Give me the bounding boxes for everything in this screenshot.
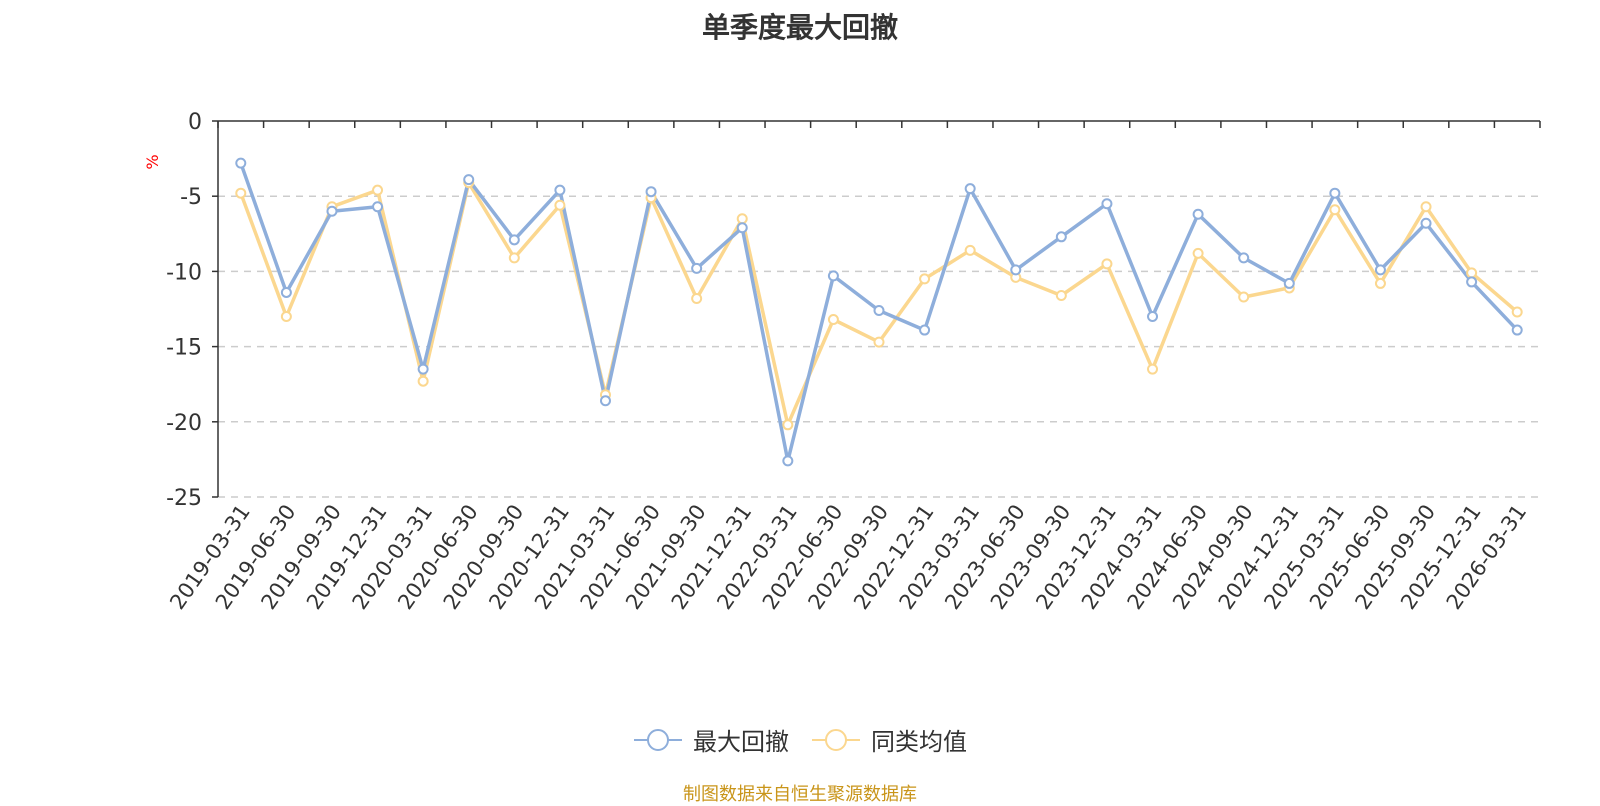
data-point-s2-21 bbox=[1192, 247, 1204, 259]
y-tick-label-0: 0 bbox=[188, 110, 202, 135]
data-point-s2-15 bbox=[919, 273, 931, 285]
legend-symbol-2 bbox=[812, 728, 860, 751]
data-point-s1-7 bbox=[554, 184, 566, 196]
data-point-s2-26 bbox=[1420, 201, 1432, 213]
data-point-s1-24 bbox=[1329, 187, 1341, 199]
data-point-s1-1 bbox=[280, 286, 292, 298]
data-point-s1-26 bbox=[1420, 217, 1432, 229]
data-point-s1-6 bbox=[508, 234, 520, 246]
data-point-s2-24 bbox=[1329, 204, 1341, 216]
data-point-s2-1 bbox=[280, 311, 292, 323]
data-point-s2-14 bbox=[873, 336, 885, 348]
data-point-s1-27 bbox=[1466, 276, 1478, 288]
data-point-s1-3 bbox=[372, 201, 384, 213]
data-point-s2-22 bbox=[1238, 291, 1250, 303]
y-tick-label-3: -15 bbox=[166, 336, 202, 361]
data-point-s1-18 bbox=[1055, 231, 1067, 243]
data-point-s1-20 bbox=[1147, 311, 1159, 323]
y-tick-label-4: -20 bbox=[166, 411, 202, 436]
data-point-s2-28 bbox=[1511, 306, 1523, 318]
data-point-s2-18 bbox=[1055, 289, 1067, 301]
data-point-s1-9 bbox=[645, 186, 657, 198]
legend-symbol-1 bbox=[634, 728, 682, 751]
legend-item-series-1[interactable]: 最大回撤 bbox=[633, 722, 789, 757]
data-point-s1-5 bbox=[463, 174, 475, 186]
data-point-s1-13 bbox=[827, 270, 839, 282]
data-point-s2-12 bbox=[782, 419, 794, 431]
data-point-s1-14 bbox=[873, 305, 885, 317]
data-point-s2-6 bbox=[508, 252, 520, 264]
y-tick-label-2: -10 bbox=[166, 260, 202, 285]
data-point-s1-21 bbox=[1192, 208, 1204, 220]
y-tick-label-1: -5 bbox=[180, 185, 202, 210]
data-point-s2-27 bbox=[1466, 267, 1478, 279]
data-point-s1-22 bbox=[1238, 252, 1250, 264]
data-point-s2-13 bbox=[827, 314, 839, 326]
legend-label-1: 最大回撤 bbox=[693, 728, 789, 756]
data-point-s2-0 bbox=[235, 187, 247, 199]
data-point-s2-19 bbox=[1101, 258, 1113, 270]
data-point-s1-4 bbox=[417, 363, 429, 375]
legend-label-2: 同类均值 bbox=[871, 728, 967, 756]
data-point-s2-11 bbox=[736, 213, 748, 225]
y-axis-label: % bbox=[143, 154, 162, 169]
data-point-s1-0 bbox=[235, 157, 247, 169]
data-point-s1-2 bbox=[326, 205, 338, 217]
legend-item-series-2[interactable]: 同类均值 bbox=[811, 722, 967, 757]
tick-labels: 0-5-10-15-20-25%2019-03-312019-06-302019… bbox=[143, 110, 1531, 614]
source-note: 制图数据来自恒生聚源数据库 bbox=[683, 784, 917, 805]
data-point-s2-7 bbox=[554, 199, 566, 211]
data-point-s1-11 bbox=[736, 222, 748, 234]
series-line-2 bbox=[239, 180, 1519, 427]
data-point-s2-4 bbox=[417, 375, 429, 387]
data-point-s2-10 bbox=[691, 292, 703, 304]
data-point-s2-20 bbox=[1147, 363, 1159, 375]
data-point-s1-16 bbox=[964, 183, 976, 195]
data-point-s1-23 bbox=[1283, 277, 1295, 289]
data-point-s1-19 bbox=[1101, 198, 1113, 210]
data-point-s1-10 bbox=[691, 262, 703, 274]
data-point-s1-12 bbox=[782, 455, 794, 467]
data-point-s1-17 bbox=[1010, 264, 1022, 276]
y-tick-label-5: -25 bbox=[166, 486, 202, 511]
axes bbox=[212, 120, 1541, 498]
data-point-s1-28 bbox=[1511, 324, 1523, 336]
data-point-s1-8 bbox=[599, 395, 611, 407]
data-point-s2-16 bbox=[964, 244, 976, 256]
chart-title: 单季度最大回撤 bbox=[701, 11, 898, 44]
data-point-s2-25 bbox=[1374, 277, 1386, 289]
data-point-s2-3 bbox=[372, 184, 384, 196]
data-point-s1-15 bbox=[919, 324, 931, 336]
series-lines bbox=[235, 157, 1523, 467]
legend: 最大回撤 同类均值 bbox=[0, 722, 1600, 757]
data-point-s1-25 bbox=[1374, 264, 1386, 276]
